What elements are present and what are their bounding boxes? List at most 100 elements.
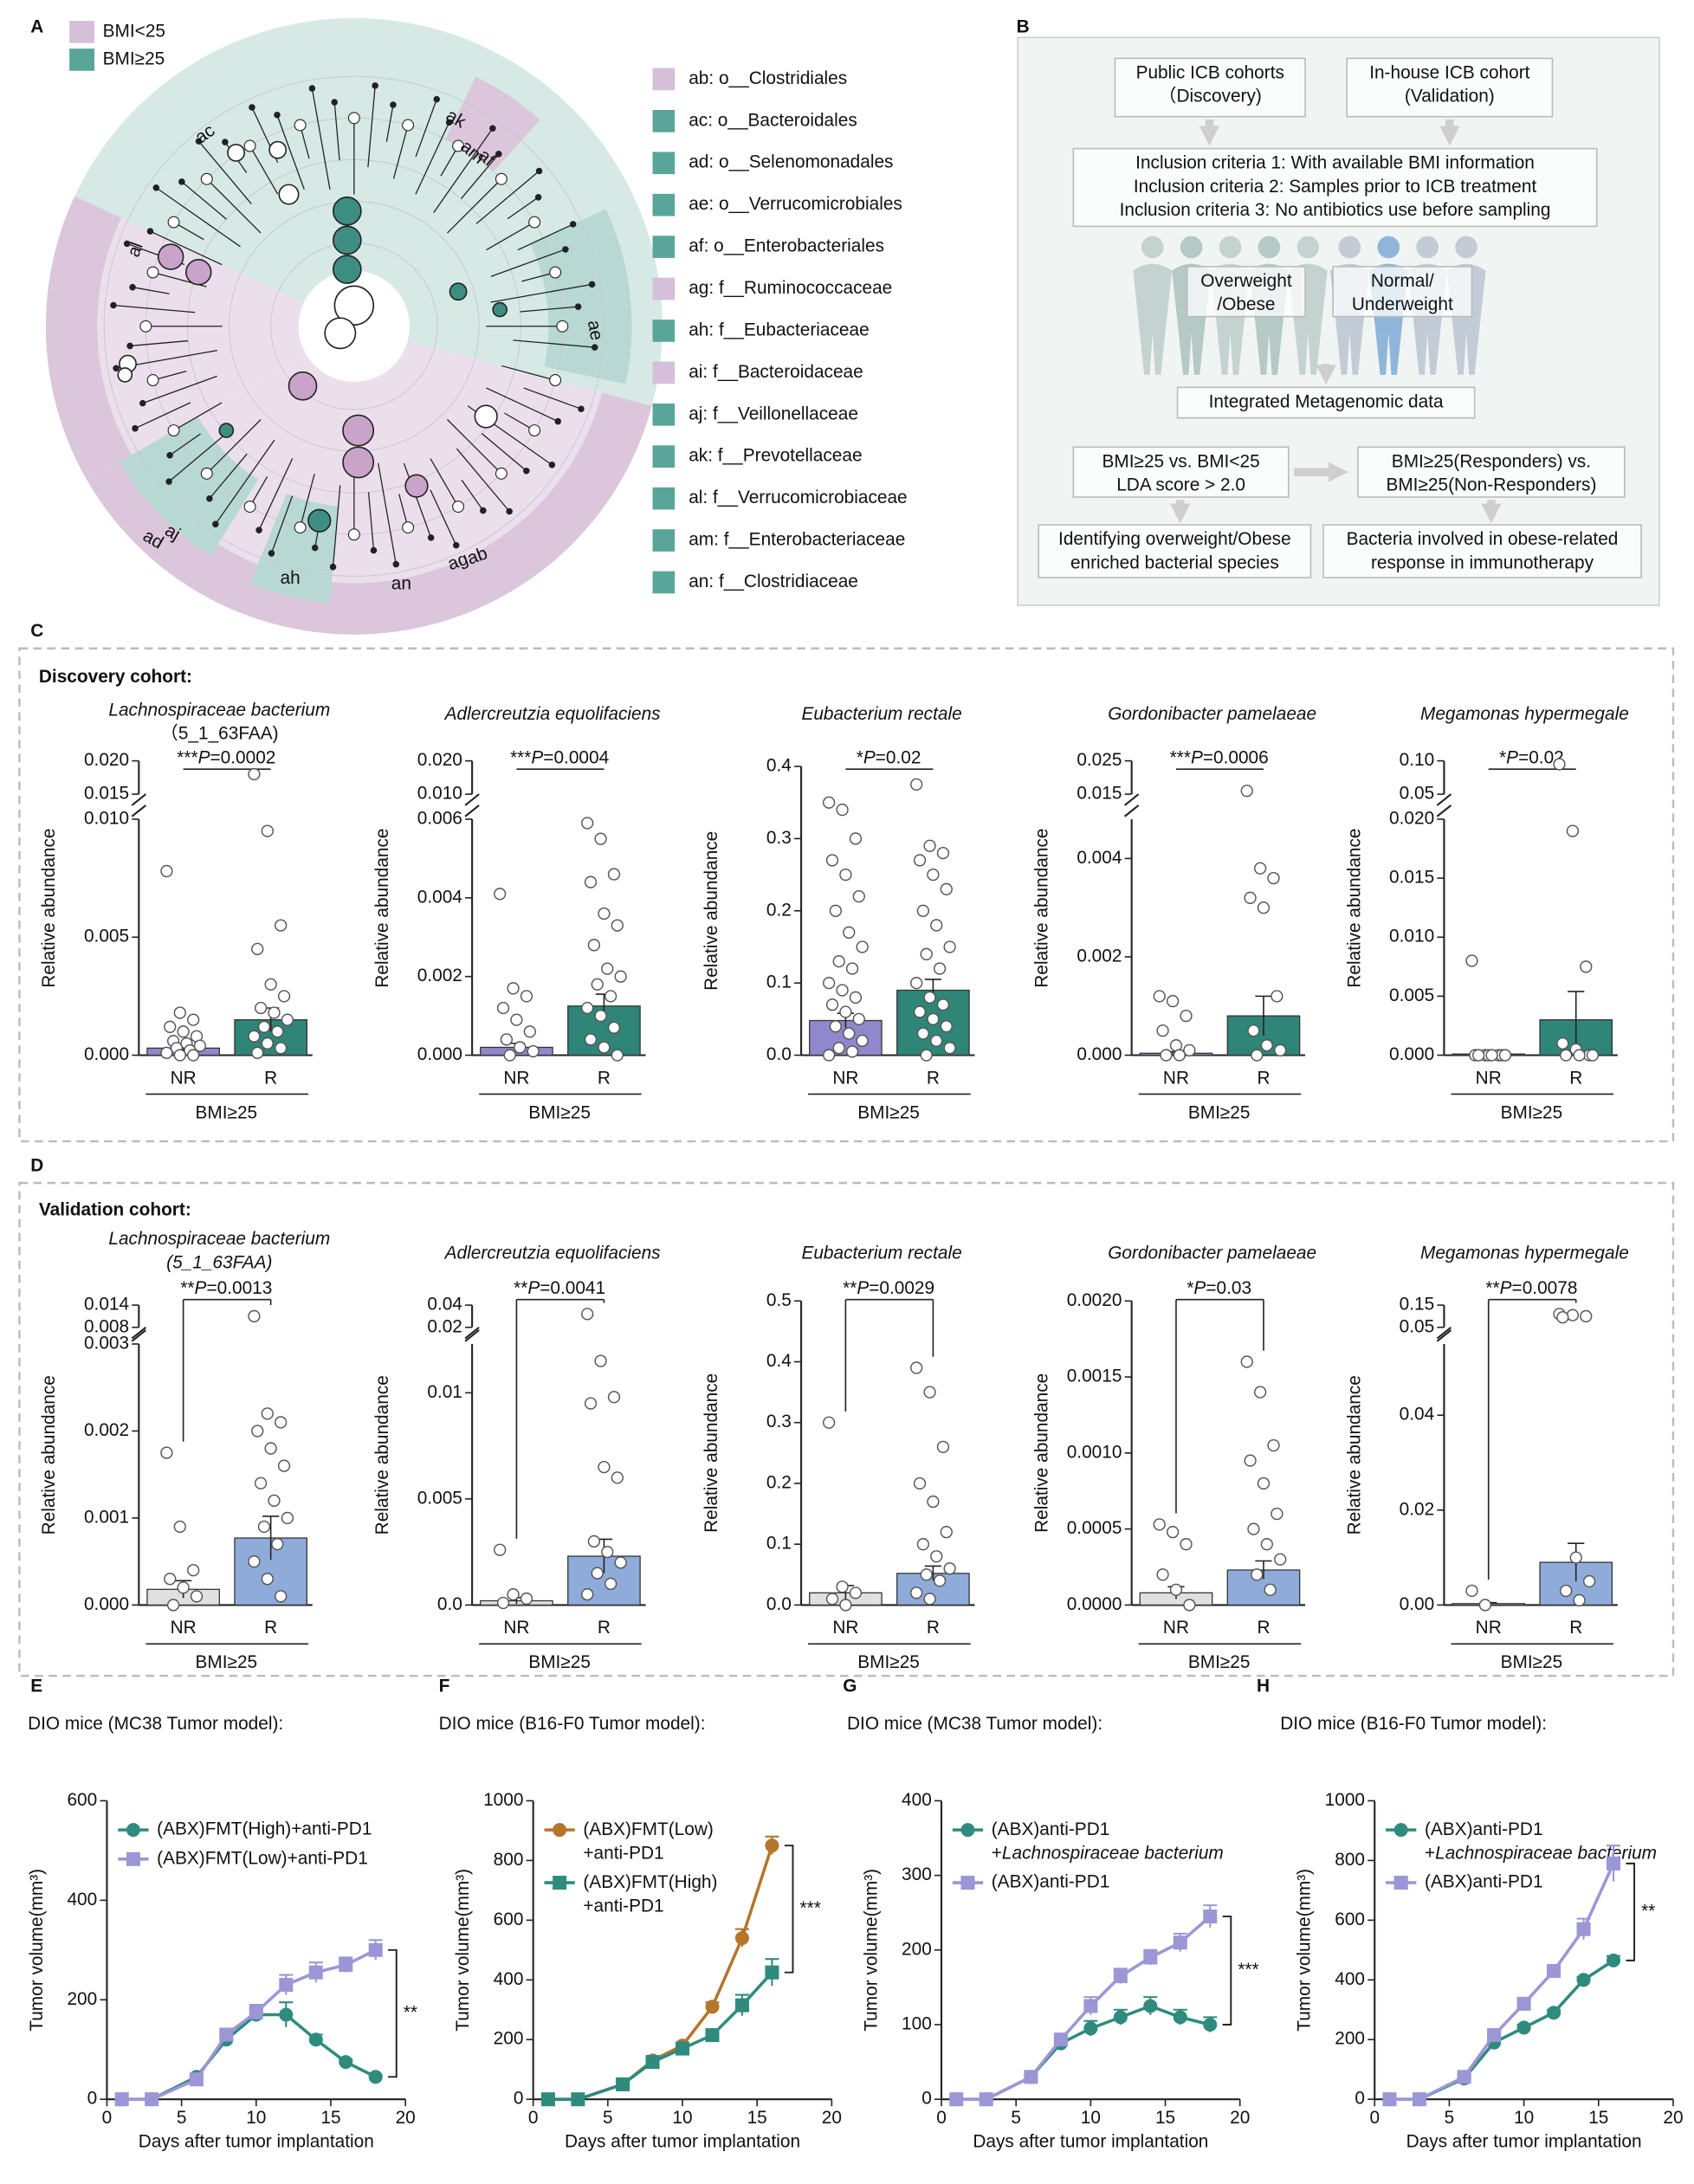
- node: [535, 167, 543, 175]
- branch: [206, 419, 262, 475]
- data-point: [836, 803, 849, 817]
- legend-swatch: [652, 529, 676, 552]
- legend-swatch: [652, 277, 676, 300]
- data-point: [611, 1471, 624, 1484]
- x-tick-label: 20: [1663, 2108, 1683, 2128]
- branch: [490, 283, 592, 303]
- marker: [705, 2000, 720, 2014]
- node: [569, 221, 577, 228]
- data-point: [614, 970, 627, 983]
- data-point: [591, 1567, 604, 1580]
- text-part: ***: [1170, 747, 1191, 767]
- node: [167, 216, 180, 229]
- x-tick-label: R: [1569, 1068, 1582, 1088]
- data-point: [1582, 1574, 1596, 1588]
- data-point: [916, 1027, 929, 1040]
- x-axis-label: Days after tumor implantation: [973, 2131, 1208, 2151]
- branch: [461, 479, 484, 511]
- branch: [513, 339, 595, 348]
- legend-swatch: [69, 48, 95, 71]
- flow-node: [1186, 266, 1306, 318]
- data-point: [601, 962, 614, 975]
- marker: [616, 2077, 630, 2091]
- legend-swatch: [69, 21, 95, 43]
- text-part: P: [1191, 747, 1203, 767]
- series-line: [121, 1948, 377, 2101]
- data-point: [825, 854, 839, 867]
- y-tick-label: 0.002: [84, 1420, 129, 1440]
- branch: [367, 85, 376, 168]
- y-tick-label: 0.1: [766, 1534, 792, 1554]
- flow-text: Identifying overweight/Obese: [1058, 529, 1291, 549]
- data-point: [604, 1577, 617, 1591]
- data-point: [248, 1030, 261, 1043]
- data-point: [832, 1042, 845, 1055]
- data-point: [849, 832, 863, 845]
- y-axis-label: Tumor volume(mm³): [1295, 1869, 1315, 2032]
- data-point: [494, 888, 507, 901]
- data-point: [281, 1013, 294, 1026]
- node: [146, 374, 159, 387]
- data-point: [607, 1021, 621, 1034]
- y-tick-label: 0.1: [766, 972, 792, 992]
- x-tick-label: 10: [1081, 2108, 1101, 2128]
- text-part: P: [863, 747, 876, 767]
- x-tick-label: R: [264, 1618, 277, 1638]
- data-point: [1573, 1593, 1586, 1607]
- text-part: Lachnospiraceae bacterium: [1002, 1843, 1224, 1863]
- data-point: [856, 940, 869, 953]
- node: [123, 240, 131, 248]
- data-point: [268, 1006, 281, 1019]
- axis-break: [1436, 804, 1452, 817]
- data-point: [910, 977, 923, 990]
- legend-label: ab: o__Clostridiales: [689, 68, 847, 88]
- y-axis-label: Tumor volume(mm³): [453, 1869, 473, 2032]
- flow-text: BMI≥25(Non-Responders): [1386, 475, 1596, 495]
- p-value: *P=0.03: [1186, 1277, 1251, 1297]
- x-tick-label: R: [1257, 1618, 1270, 1638]
- data-point: [930, 1550, 943, 1563]
- branch: [523, 387, 582, 410]
- flow-text: In-house ICB cohort: [1369, 62, 1529, 82]
- flow-node: [1038, 524, 1312, 578]
- y-axis-label: Relative abundance: [1344, 829, 1364, 988]
- y-tick-label: 0.002: [417, 966, 462, 985]
- text-part: anti-PD1: [594, 1843, 664, 1863]
- chart-title: DIO mice (B16-F0 Tumor model):: [439, 1714, 706, 1734]
- clade-node: [268, 140, 288, 159]
- axis-break: [1124, 804, 1140, 817]
- clade-node: [117, 367, 133, 383]
- flow-text: Overweight: [1200, 271, 1292, 291]
- branch: [378, 462, 397, 565]
- y-axis-label: Relative abundance: [702, 831, 721, 991]
- text-part: =0.0002: [210, 747, 276, 767]
- y-tick-label: 0: [1355, 2089, 1365, 2109]
- data-point: [1465, 954, 1478, 967]
- data-point: [494, 1543, 507, 1556]
- axis-break: [1436, 1329, 1452, 1342]
- text-part: ***: [510, 747, 531, 767]
- y-tick-label: 0.015: [1389, 868, 1434, 888]
- sig-bracket: [388, 1948, 398, 2078]
- data-point: [607, 1391, 621, 1404]
- data-point: [1573, 1049, 1586, 1062]
- node: [372, 82, 378, 89]
- data-point: [520, 990, 533, 1003]
- text-part: P: [1506, 747, 1518, 767]
- y-tick-label: 0.4: [766, 1351, 792, 1371]
- y-axis-label: Relative abundance: [702, 1373, 721, 1533]
- data-point: [1244, 1454, 1257, 1467]
- flow-node: [1357, 446, 1626, 498]
- marker: [308, 1965, 323, 1980]
- branch: [169, 433, 201, 456]
- legend-swatch: [652, 152, 676, 175]
- data-point: [1580, 960, 1593, 973]
- y-tick-label: 0.005: [84, 927, 129, 947]
- data-point: [1498, 1049, 1512, 1062]
- x-tick-label: NR: [1476, 1618, 1502, 1638]
- marker: [1487, 2028, 1502, 2043]
- node: [433, 95, 441, 103]
- flow-node: [1346, 57, 1554, 118]
- chart-subtitle: （5_1_63FAA): [160, 724, 279, 744]
- clade-node: [185, 259, 212, 286]
